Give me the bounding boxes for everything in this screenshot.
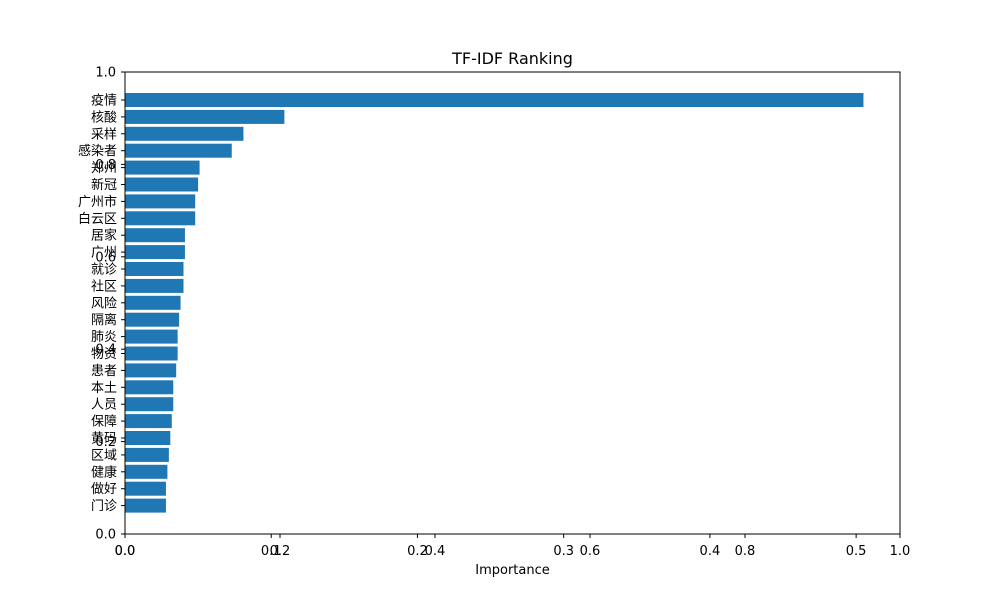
overlay-x-tick-label: 0.2 [270,544,291,559]
y-tick-label: 本土 [91,381,117,396]
bar-3 [125,143,232,158]
y-tick-label: 区域 [91,448,117,463]
bar-11 [125,278,184,293]
overlay-x-tick-label: 1.0 [890,544,911,559]
bar-16 [125,363,177,378]
y-category-labels: 疫情核酸采样感染者郑州新冠广州市白云区居家广州就诊社区风险隔离肺炎物资患者本土人… [78,93,125,514]
overlay-y-tick-label: 0.8 [95,158,116,173]
bar-5 [125,177,199,192]
overlay-y-axis-ticks: 0.0 0.2 0.4 0.6 0.8 1.0 [95,66,125,543]
x-tick-label: 0.3 [553,544,574,559]
y-tick-label: 风险 [91,296,117,311]
overlay-y-tick-label: 1.0 [95,66,116,81]
y-tick-label: 隔离 [91,312,117,328]
bar-8 [125,228,185,243]
bar-6 [125,194,196,209]
y-tick-label: 新冠 [91,177,117,193]
y-tick-label: 感染者 [78,143,117,159]
y-tick-label: 广州市 [78,194,117,210]
overlay-y-tick-label: 0.2 [95,435,116,450]
bar-17 [125,380,174,395]
bar-20 [125,431,171,445]
y-tick-label: 白云区 [78,211,117,227]
y-tick-label: 郑州 [91,161,117,176]
y-tick-label: 核酸 [91,110,117,125]
bar-2 [125,126,244,141]
overlay-x-tick-label: 0.6 [580,544,601,559]
overlay-y-tick-label: 0.4 [95,343,116,358]
overlay-y-tick-label: 0.0 [95,528,116,543]
bar-13 [125,312,180,327]
x-tick-label: 0.1 [261,544,282,559]
y-tick-label: 采样 [91,127,117,142]
x-tick-label: 0.2 [407,544,428,559]
y-tick-label: 门诊 [91,499,117,514]
bar-9 [125,245,185,260]
bar-4 [125,160,200,175]
bar-12 [125,295,181,310]
bar-23 [125,481,166,496]
y-tick-label: 保障 [91,415,117,430]
bar-18 [125,397,174,412]
y-tick-label: 健康 [91,464,117,480]
overlay-y-tick-label: 0.6 [95,250,116,265]
y-tick-label: 人员 [91,398,117,413]
y-tick-label: 做好 [91,482,117,497]
bar-1 [125,109,285,124]
x-tick-label: 0.4 [700,544,721,559]
bar-14 [125,329,178,344]
bar-19 [125,414,172,429]
y-tick-label: 疫情 [91,93,117,109]
y-tick-label: 肺炎 [91,330,117,345]
bars-group [125,93,864,513]
bar-24 [125,498,166,513]
bar-15 [125,346,178,361]
overlay-x-tick-label: 0.4 [425,544,446,559]
bar-0 [125,93,864,107]
x-tick-label: 0.0 [115,544,136,559]
y-tick-label: 就诊 [91,263,117,278]
bar-21 [125,447,169,462]
axes-frame [124,71,901,535]
bar-10 [125,262,184,276]
overlay-x-tick-label: 0.8 [735,544,756,559]
y-tick-label: 患者 [91,364,117,379]
y-tick-label: 社区 [91,278,117,294]
x-axis-ticks: 0.0 0.1 0.2 0.3 0.4 0.50.0 0.2 0.4 0.6 0.8 1.0 [115,534,911,559]
bar-22 [125,464,168,479]
x-tick-label: 0.5 [846,544,867,559]
bar-7 [125,211,196,226]
y-tick-label: 物资 [91,347,117,362]
y-tick-label: 广州 [91,246,117,261]
chart-title: TF-IDF Ranking [451,49,573,68]
y-tick-label: 黄码 [91,432,117,447]
overlay-x-tick-label: 0.0 [115,544,136,559]
x-axis-label: Importance [475,563,550,578]
y-tick-label: 居家 [91,228,117,244]
